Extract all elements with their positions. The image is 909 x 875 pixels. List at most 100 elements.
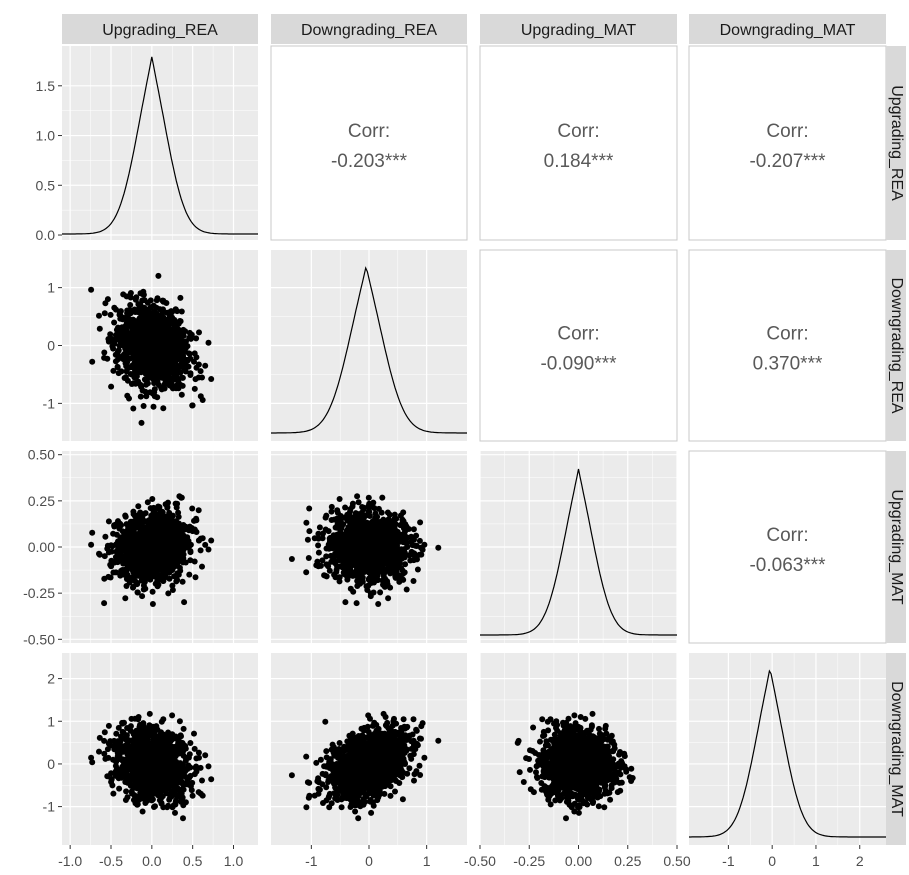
scatter-point bbox=[400, 509, 407, 516]
scatter-point bbox=[107, 311, 114, 318]
scatter-point bbox=[332, 550, 339, 557]
scatter-point bbox=[306, 528, 313, 535]
scatter-point bbox=[154, 295, 161, 302]
scatter-point bbox=[155, 314, 162, 321]
scatter-point bbox=[123, 293, 130, 300]
scatter-point bbox=[139, 808, 146, 815]
scatter-point bbox=[134, 589, 141, 596]
scatter-point bbox=[163, 322, 170, 329]
scatter-point bbox=[113, 569, 119, 576]
corr-label: Corr: bbox=[766, 121, 808, 142]
scatter-point bbox=[127, 302, 134, 308]
scatter-point bbox=[306, 505, 313, 512]
scatter-point bbox=[167, 310, 174, 317]
scatter-point bbox=[101, 354, 108, 361]
scatter-point bbox=[121, 566, 128, 573]
scatter-point bbox=[326, 538, 333, 545]
scatter-point bbox=[186, 350, 193, 357]
corr-label: Corr: bbox=[557, 121, 599, 142]
scatter-point bbox=[166, 346, 173, 353]
scatter-point bbox=[178, 308, 185, 315]
scatter-point bbox=[165, 330, 172, 337]
panel-Upgrading_REA-Upgrading_REA bbox=[62, 46, 258, 240]
scatter-point bbox=[393, 550, 400, 557]
scatter-point bbox=[144, 530, 151, 536]
scatter-point bbox=[355, 499, 362, 506]
scatter-point bbox=[151, 556, 157, 563]
scatter-point bbox=[109, 543, 116, 550]
scatter-point bbox=[102, 533, 109, 540]
scatter-point bbox=[147, 315, 154, 322]
scatter-point bbox=[119, 315, 126, 322]
scatter-point bbox=[105, 754, 112, 761]
scatter-point bbox=[159, 509, 166, 516]
scatter-point bbox=[112, 762, 119, 769]
scatter-point bbox=[199, 563, 205, 570]
scatter-point bbox=[365, 494, 372, 501]
scatter-point bbox=[202, 752, 209, 759]
scatter-point bbox=[342, 504, 349, 511]
scatter-point bbox=[186, 571, 193, 578]
scatter-point bbox=[391, 515, 398, 522]
scatter-point bbox=[108, 335, 115, 342]
scatter-point bbox=[157, 320, 164, 327]
scatter-point bbox=[403, 540, 410, 547]
scatter-point bbox=[379, 494, 386, 501]
scatter-point bbox=[132, 296, 139, 303]
scatter-point bbox=[196, 329, 202, 336]
scatter-point bbox=[181, 599, 188, 606]
scatter-point bbox=[88, 286, 95, 293]
scatter-point bbox=[148, 534, 155, 541]
scatter-point bbox=[348, 547, 355, 554]
scatter-point bbox=[89, 358, 96, 365]
scatter-point bbox=[174, 342, 181, 349]
scatter-point bbox=[152, 580, 159, 587]
scatter-point bbox=[127, 723, 134, 730]
scatter-point bbox=[333, 566, 340, 573]
corr-value: 0.184*** bbox=[544, 151, 614, 172]
scatter-point bbox=[149, 496, 156, 502]
scatter-point bbox=[384, 520, 391, 527]
scatter-point bbox=[122, 513, 129, 520]
scatter-point bbox=[202, 362, 209, 369]
scatter-point bbox=[192, 376, 199, 383]
scatter-point bbox=[178, 391, 185, 398]
panel-Upgrading_REA-Upgrading_MAT: Corr: 0.184*** bbox=[479, 45, 678, 241]
scatter-point bbox=[377, 589, 384, 596]
scatter-point bbox=[149, 588, 156, 595]
scatter-point bbox=[180, 340, 187, 347]
scatter-point bbox=[332, 537, 339, 544]
scatter-point bbox=[375, 529, 382, 536]
scatter-point bbox=[362, 512, 369, 519]
scatter-point bbox=[199, 535, 206, 542]
scatter-point bbox=[375, 601, 382, 607]
scatter-point bbox=[197, 368, 204, 375]
scatter-point bbox=[135, 367, 141, 374]
panel-background bbox=[62, 46, 258, 240]
scatter-point bbox=[410, 578, 417, 584]
scatter-point bbox=[177, 381, 184, 388]
corr-value: -0.090*** bbox=[540, 354, 617, 375]
scatter-point bbox=[124, 553, 131, 560]
corr-value: 0.370*** bbox=[753, 354, 823, 375]
scatter-point bbox=[180, 349, 187, 356]
scatter-point bbox=[135, 378, 142, 385]
scatter-point bbox=[167, 377, 174, 383]
scatter-point bbox=[130, 576, 136, 583]
scatter-point bbox=[122, 537, 129, 544]
scatter-point bbox=[137, 393, 144, 400]
scatter-point bbox=[180, 545, 187, 552]
scatter-point bbox=[143, 538, 149, 545]
scatter-point bbox=[158, 386, 165, 393]
scatter-point bbox=[148, 547, 155, 554]
scatter-point bbox=[416, 551, 423, 558]
scatter-point bbox=[417, 519, 424, 526]
scatter-point bbox=[363, 530, 370, 537]
scatter-point bbox=[151, 393, 158, 400]
scatter-point bbox=[124, 561, 131, 568]
scatter-point bbox=[195, 507, 202, 514]
scatter-point bbox=[303, 519, 310, 526]
scatter-point bbox=[119, 553, 126, 560]
scatter-point bbox=[133, 341, 139, 348]
